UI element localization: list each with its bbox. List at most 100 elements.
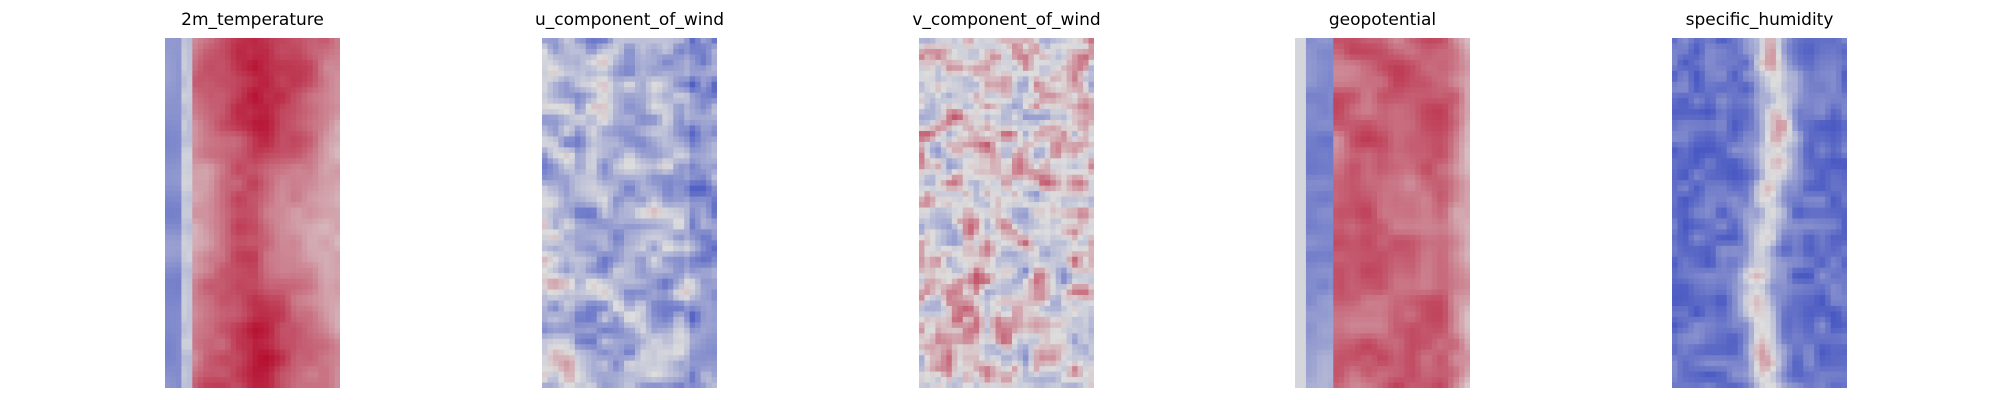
heatmap-cell [1066,174,1073,181]
heatmap-cell [602,59,609,66]
heatmap-cell [684,344,691,351]
heatmap-cell [214,278,221,285]
heatmap-cell [547,366,554,372]
heatmap-cell [257,322,264,329]
heatmap-cell [574,229,581,236]
heatmap-cell [257,256,264,263]
heatmap-cell [170,360,177,367]
heatmap-cell [1011,87,1018,94]
heatmap-cell [230,229,237,236]
heatmap-cell [962,43,969,50]
heatmap-cell [181,207,188,214]
heatmap-cell [1072,130,1078,137]
heatmap-cell [181,295,188,301]
heatmap-cell [312,125,319,132]
heatmap-cell [711,333,717,340]
heatmap-cell [634,109,641,115]
heatmap-cell [929,109,936,115]
heatmap-cell [1033,185,1040,192]
heatmap-cell [984,59,991,66]
heatmap-cell [318,278,324,285]
heatmap-cell [268,98,275,105]
heatmap-cell [591,278,598,285]
heatmap-cell [252,202,259,208]
heatmap-cell [552,245,559,252]
heatmap-cell [203,59,210,66]
heatmap-cell [290,223,297,230]
heatmap-cell [334,87,340,94]
heatmap-cell [684,191,691,197]
heatmap-cell [580,322,587,329]
heatmap-cell [329,262,335,269]
heatmap-cell [706,377,712,383]
heatmap-cell [580,191,587,197]
heatmap-cell [1061,125,1068,132]
heatmap-cell [624,273,630,280]
heatmap-cell [301,273,308,280]
heatmap-cell [613,43,619,50]
heatmap-cell [181,229,188,236]
heatmap-cell [711,169,717,176]
heatmap-cell [700,251,707,258]
heatmap-cell [940,98,947,105]
heatmap-cell [640,333,647,340]
heatmap-cell [241,300,248,307]
heatmap-cell [170,196,177,203]
heatmap-cell [924,158,931,165]
heatmap-cell [924,92,931,99]
heatmap-cell [602,305,609,312]
heatmap-cell [569,278,576,285]
heatmap-cell [175,196,182,203]
heatmap-cell [662,130,669,137]
heatmap-cell [574,65,581,72]
heatmap-cell [301,76,308,83]
heatmap-cell [230,251,237,258]
heatmap-cell [640,284,647,290]
heatmap-cell [634,267,641,274]
heatmap-cell [602,38,609,44]
heatmap-cell [662,273,669,280]
heatmap-cell [607,59,614,66]
heatmap-cell [689,322,696,329]
heatmap-cell [323,48,330,55]
heatmap-cell [241,349,248,356]
heatmap-cell [602,174,609,181]
heatmap-cell [192,103,199,110]
heatmap-cell [307,130,314,137]
heatmap-cell [618,295,625,301]
heatmap-cell [1006,174,1013,181]
heatmap-cell [247,382,253,388]
heatmap-cell [1039,130,1046,137]
heatmap-cell [645,43,652,50]
heatmap-cell [547,349,554,356]
heatmap-cell [979,152,986,159]
heatmap-cell [563,338,570,345]
heatmap-cell [219,251,226,258]
heatmap-cell [285,333,292,340]
heatmap-cell [552,344,559,351]
heatmap-cell [591,152,598,159]
heatmap-cell [219,278,226,285]
heatmap-cell [667,349,674,356]
heatmap-cell [596,333,603,340]
heatmap-cell [563,196,570,203]
heatmap-cell [678,338,685,345]
heatmap-cell [552,349,559,356]
heatmap-cell [1077,92,1084,99]
heatmap-cell [181,202,188,208]
heatmap-cell [236,251,242,258]
heatmap-cell [629,48,636,55]
heatmap-cell [1006,43,1013,50]
heatmap-cell [711,54,717,61]
heatmap-cell [208,147,215,154]
heatmap-cell [1061,43,1068,50]
heatmap-cell [170,256,177,263]
heatmap-cell [673,229,680,236]
heatmap-cell [1044,180,1051,187]
heatmap-cell [329,103,335,110]
heatmap-cell [279,333,286,340]
heatmap-cell [656,289,663,296]
heatmap-cell [651,289,658,296]
heatmap-cell [263,38,270,44]
heatmap-cell [995,152,1002,159]
